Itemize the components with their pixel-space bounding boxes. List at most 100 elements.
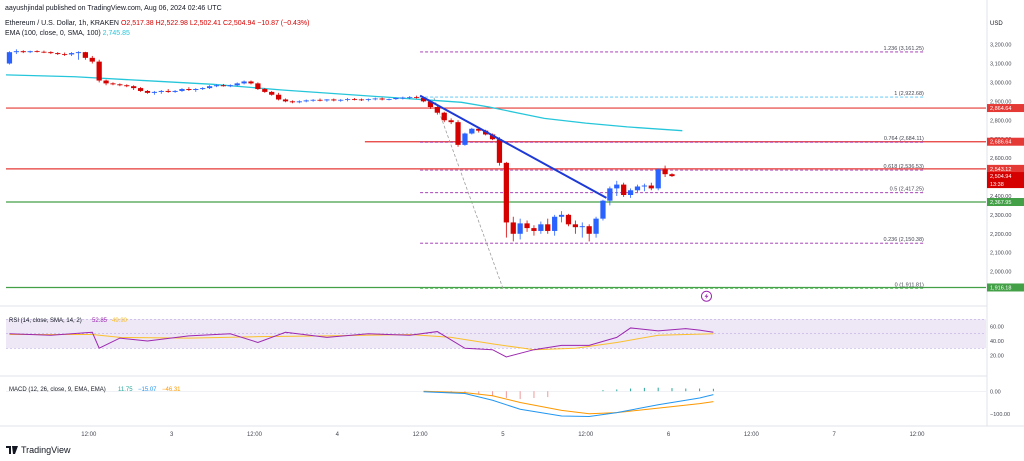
- candle-down: [379, 98, 385, 100]
- tradingview-icon: [6, 446, 18, 454]
- macd-histogram-bar: [657, 387, 659, 392]
- price-badge: [987, 104, 1024, 113]
- candle-up: [538, 224, 544, 231]
- candle-down: [117, 84, 123, 86]
- fib-level-label: 0.618 (2,536.53): [884, 164, 925, 170]
- price-tick-label: 2,000.00: [990, 270, 1011, 276]
- time-tick-label: 12:00: [247, 432, 263, 438]
- candle-up: [6, 52, 13, 64]
- ema-label: EMA (100, close, 0, SMA, 100): [5, 30, 101, 37]
- price-badge-label: 2,504.94: [990, 174, 1011, 180]
- candle-down: [524, 223, 530, 229]
- candle-up: [27, 51, 33, 53]
- rsi-tick-label: 40.00: [990, 339, 1004, 345]
- candle-down: [621, 184, 627, 195]
- candle-down: [510, 222, 516, 234]
- candle-up: [193, 89, 199, 90]
- candle-down: [476, 128, 482, 131]
- candle-up: [634, 186, 641, 191]
- price-badge: [987, 283, 1024, 292]
- lightning-icon: [704, 293, 709, 300]
- candle-up: [310, 99, 316, 101]
- macd-histogram-bar: [685, 388, 687, 392]
- candle-up: [75, 52, 82, 54]
- time-tick-label: 12:00: [413, 432, 429, 438]
- candle-up: [462, 133, 468, 145]
- candle-down: [503, 162, 509, 223]
- candle-down: [41, 51, 47, 53]
- candle-up: [517, 223, 523, 234]
- candle-down: [62, 54, 68, 55]
- candle-up: [213, 85, 220, 87]
- macd-histogram-bar: [533, 391, 535, 398]
- candle-down: [131, 86, 137, 89]
- fib-level-label: 1 (2,922.68): [894, 91, 924, 97]
- candle-up: [607, 188, 613, 201]
- candle-up: [68, 53, 75, 55]
- candle-down: [317, 99, 323, 101]
- candle-down: [662, 169, 668, 175]
- price-tick-label: 2,600.00: [990, 156, 1011, 162]
- macd-tick-label: 0.00: [990, 389, 1001, 395]
- price-tick-label: 2,200.00: [990, 232, 1011, 238]
- candle-down: [358, 99, 365, 101]
- candle-down: [124, 85, 130, 87]
- symbol-legend: Ethereum / U.S. Dollar, 1h, KRAKEN O2,51…: [5, 19, 309, 28]
- candle-up: [206, 86, 213, 89]
- price-tick-label: 2,900.00: [990, 99, 1011, 105]
- fib-level-label: 0.236 (2,150.38): [884, 237, 925, 243]
- candle-up: [241, 81, 247, 84]
- macd-label: MACD (12, 26, close, 9, EMA, EMA): [9, 387, 106, 393]
- candle-up: [641, 185, 648, 187]
- candle-down: [165, 90, 171, 92]
- fib-level-label: 0.5 (2,417.25): [890, 187, 924, 193]
- tradingview-brand: TradingView: [21, 445, 71, 455]
- macd-line: [423, 391, 714, 417]
- candle-up: [386, 99, 392, 100]
- candle-up: [296, 101, 302, 103]
- candle-up: [158, 90, 164, 92]
- candle-up: [234, 83, 240, 86]
- candle-up: [13, 51, 19, 53]
- rsi-value: 52.85: [92, 318, 108, 324]
- candle-up: [365, 99, 371, 100]
- candle-up: [151, 91, 158, 93]
- candle-down: [572, 224, 578, 228]
- candle-up: [400, 97, 406, 99]
- price-tick-label: 2,800.00: [990, 118, 1011, 124]
- time-tick-label: 7: [832, 432, 836, 438]
- candle-down: [96, 61, 102, 81]
- rsi-tick-label: 60.00: [990, 325, 1004, 331]
- ema-line: [5, 74, 683, 132]
- candle-down: [496, 139, 503, 163]
- candle-up: [200, 88, 206, 90]
- candle-down: [414, 97, 420, 98]
- candle-down: [220, 85, 227, 87]
- candle-up: [303, 100, 309, 102]
- candle-down: [262, 89, 268, 92]
- price-badge: [987, 172, 1024, 189]
- price-badge-label: 2,367.95: [990, 200, 1011, 206]
- macd-histogram-bar: [519, 391, 521, 400]
- candle-down: [586, 226, 592, 234]
- tradingview-logo: TradingView: [6, 445, 71, 455]
- macd-value: −15.07: [138, 387, 157, 393]
- macd-histogram-bar: [616, 389, 618, 392]
- macd-histogram-bar: [712, 388, 714, 392]
- candle-down: [110, 83, 116, 85]
- candle-up: [338, 99, 344, 101]
- symbol-name: Ethereum / U.S. Dollar, 1h, KRAKEN: [5, 20, 119, 27]
- macd-histogram-bar: [505, 391, 507, 398]
- time-tick-label: 12:00: [578, 432, 594, 438]
- price-badge: [987, 198, 1024, 207]
- candle-down: [275, 94, 282, 100]
- candle-down: [137, 88, 144, 91]
- fib-level-label: 0.764 (2,684.11): [884, 136, 924, 142]
- time-tick-label: 12:00: [909, 432, 925, 438]
- macd-signal-line: [423, 390, 714, 415]
- price-tick-label: 2,100.00: [990, 251, 1011, 257]
- ohlc-change: −10.87 (−0.43%): [257, 20, 310, 27]
- candle-down: [186, 89, 192, 90]
- candle-up: [372, 98, 378, 100]
